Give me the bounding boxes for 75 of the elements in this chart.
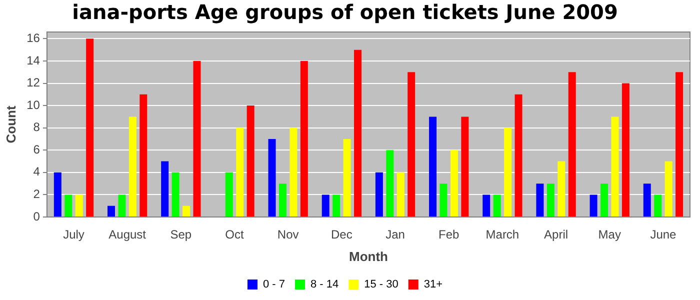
bar (654, 194, 662, 216)
x-tick-label: Jan (386, 228, 405, 242)
x-tick-label: June (650, 228, 677, 242)
y-tick-label: 14 (26, 53, 40, 68)
bar (396, 172, 404, 216)
bar (332, 194, 340, 216)
bar (108, 206, 116, 216)
bar (568, 72, 576, 216)
bar (161, 161, 169, 216)
bar (450, 150, 458, 216)
y-tick-label: 8 (33, 120, 40, 134)
bar (558, 161, 566, 216)
bar (290, 128, 298, 216)
bar (429, 116, 437, 216)
bar (664, 161, 672, 216)
x-tick-label: Sep (170, 228, 192, 242)
x-tick-label: Oct (225, 228, 245, 242)
bar (128, 116, 136, 216)
legend-label: 15 - 30 (364, 278, 398, 291)
x-tick-label: Nov (277, 228, 299, 242)
bar (118, 194, 126, 216)
x-tick-label: March (486, 228, 520, 242)
bar (493, 194, 501, 216)
bar (182, 206, 190, 216)
bar (611, 116, 619, 216)
x-tick-label: April (544, 228, 568, 242)
bar (236, 128, 244, 216)
bar (225, 172, 233, 216)
y-tick-label: 10 (26, 98, 40, 112)
bar (536, 184, 544, 216)
bar (482, 194, 490, 216)
bar (504, 128, 512, 216)
bar (300, 60, 308, 216)
bar (408, 72, 416, 216)
bar (64, 194, 72, 216)
bar (546, 184, 554, 216)
bar (622, 83, 630, 216)
bar (600, 184, 608, 216)
bar (643, 184, 651, 216)
bar (343, 138, 351, 216)
bar (246, 106, 254, 216)
bar (440, 184, 448, 216)
bar (386, 150, 394, 216)
legend-label: 0 - 7 (262, 278, 285, 291)
y-tick-label: 2 (33, 187, 40, 202)
x-tick-label: Feb (438, 228, 460, 242)
bar (590, 194, 598, 216)
bar (322, 194, 330, 216)
bar (140, 94, 148, 216)
x-tick-label: May (598, 228, 621, 242)
x-tick-label: July (63, 228, 84, 242)
bar (461, 116, 469, 216)
bar (193, 60, 201, 216)
y-tick-label: 4 (33, 164, 40, 179)
bar (278, 184, 286, 216)
bar (75, 194, 83, 216)
bar (514, 94, 522, 216)
bar (268, 138, 276, 216)
y-axis-title: Count (3, 105, 18, 144)
y-tick-label: 6 (33, 142, 40, 156)
x-tick-label: August (108, 228, 147, 242)
bar (172, 172, 180, 216)
bar (375, 172, 383, 216)
bar (676, 72, 684, 216)
bar (54, 172, 62, 216)
legend-label: 8 - 14 (310, 278, 339, 291)
chart-title: iana-ports Age groups of open tickets June 2009 (72, 0, 618, 24)
legend-label: 31+ (424, 278, 443, 291)
bar (86, 38, 94, 216)
x-axis-title: Month (348, 248, 388, 264)
y-tick-label: 12 (26, 76, 40, 90)
bar (354, 50, 362, 216)
y-tick-label: 0 (33, 209, 40, 224)
y-tick-label: 16 (26, 31, 40, 45)
x-tick-label: Dec (331, 228, 352, 242)
